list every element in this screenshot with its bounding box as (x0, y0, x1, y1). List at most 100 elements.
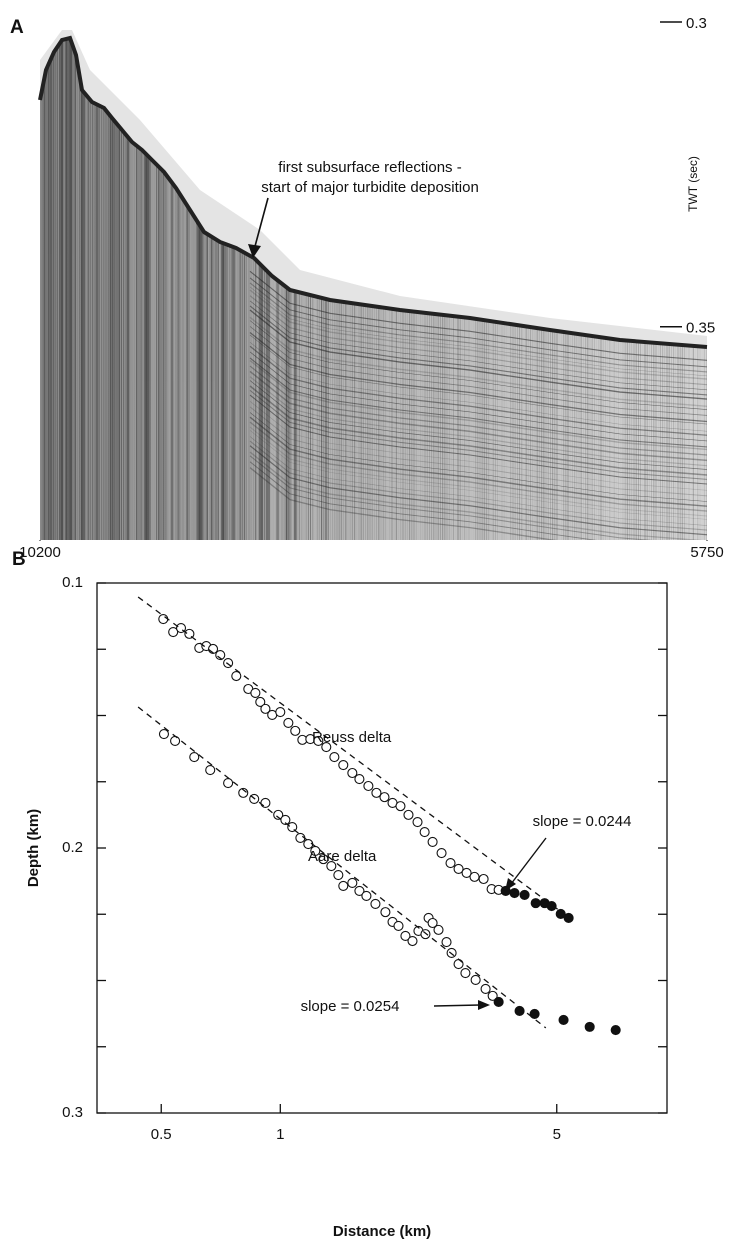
texture-layer (249, 401, 707, 491)
open-point (205, 765, 216, 776)
open-point (189, 752, 200, 763)
open-point (393, 920, 404, 931)
open-point (280, 814, 291, 825)
open-point (461, 867, 472, 878)
texture-layer (249, 270, 707, 361)
filled-point (530, 898, 541, 909)
open-point (329, 752, 340, 763)
texture-layer (249, 445, 707, 536)
texture-layer (249, 436, 707, 526)
filled-point (519, 889, 530, 900)
seismic-fill (40, 38, 707, 540)
y-tick-label: 0.35 (686, 320, 715, 337)
open-point (487, 990, 498, 1001)
panel-label: A (10, 17, 24, 38)
open-point (347, 877, 358, 889)
y-tick-label: 0.2 (62, 839, 83, 856)
x-tick-label: 10200 (19, 544, 61, 561)
texture-layer (249, 359, 707, 451)
open-point (453, 863, 464, 874)
y-tick-label: 0.3 (62, 1104, 83, 1121)
open-point (170, 735, 181, 746)
texture-layer (249, 365, 707, 456)
open-point (354, 885, 365, 896)
texture-layer (249, 357, 707, 448)
texture-layer (249, 451, 707, 540)
open-point (223, 778, 234, 789)
texture-layer (249, 376, 707, 467)
filled-point (584, 1021, 595, 1032)
texture-layer (249, 334, 707, 425)
filled-point (563, 912, 574, 924)
open-point (427, 917, 438, 929)
texture-layer (249, 289, 707, 380)
open-point (445, 858, 456, 869)
annotation-arrow (253, 197, 269, 251)
annotation-arrowhead (248, 244, 261, 258)
open-point (436, 847, 447, 859)
texture-layer (249, 440, 707, 531)
open-point (168, 626, 179, 638)
texture-layer (249, 390, 707, 480)
open-point (158, 728, 170, 740)
texture-layer (249, 300, 707, 391)
open-point (333, 869, 344, 881)
annotation: slope = 0.0244 (533, 813, 632, 830)
open-point (480, 983, 491, 995)
filled-point (610, 1025, 621, 1036)
open-point (380, 907, 391, 918)
annotation: Aare delta (308, 848, 377, 865)
filled-point (555, 908, 566, 920)
open-point (275, 707, 286, 718)
filled-point (493, 996, 504, 1008)
open-point (250, 687, 261, 699)
texture-layer (249, 332, 707, 423)
texture-layer (249, 461, 707, 540)
texture-layer (249, 394, 707, 485)
annotation-arrow (433, 1004, 481, 1007)
texture-layer (249, 326, 707, 416)
texture-layer (249, 342, 707, 432)
annotation: first subsurface reflections - (278, 159, 461, 176)
open-point (420, 929, 431, 940)
texture-layer (249, 305, 707, 396)
open-point (338, 760, 349, 771)
seafloor-reflector (38, 35, 708, 349)
y-axis-label: Depth (km) (25, 809, 42, 887)
open-point (273, 809, 284, 820)
annotation-arrow (510, 837, 547, 885)
open-point (231, 670, 242, 682)
open-point (238, 787, 249, 798)
open-point (260, 703, 271, 714)
texture-layer (249, 316, 707, 408)
texture-layer (249, 320, 707, 410)
texture-layer (249, 370, 707, 462)
open-point (347, 767, 358, 779)
open-point (363, 780, 374, 792)
open-point (400, 930, 411, 942)
texture-layer (249, 412, 707, 502)
texture-layer (249, 295, 707, 386)
texture-layer (249, 426, 707, 517)
open-point (158, 613, 169, 625)
texture-layer (249, 351, 707, 442)
x-tick-label: 5750 (690, 544, 723, 561)
open-point (354, 774, 365, 785)
y-tick-label: 0.1 (62, 574, 83, 591)
open-point (321, 741, 332, 753)
open-point (412, 816, 423, 828)
open-point (419, 827, 430, 838)
open-point (427, 836, 438, 847)
seismic-profile (38, 30, 708, 540)
filled-point (558, 1014, 569, 1026)
filled-point (546, 900, 557, 912)
texture-layer (249, 380, 707, 470)
open-point (379, 792, 390, 803)
filled-point (509, 887, 520, 899)
annotation-arrowhead (478, 1000, 490, 1010)
plot-frame (96, 582, 668, 1114)
open-point (478, 873, 489, 885)
texture-layer (249, 277, 707, 368)
open-point (326, 860, 337, 872)
